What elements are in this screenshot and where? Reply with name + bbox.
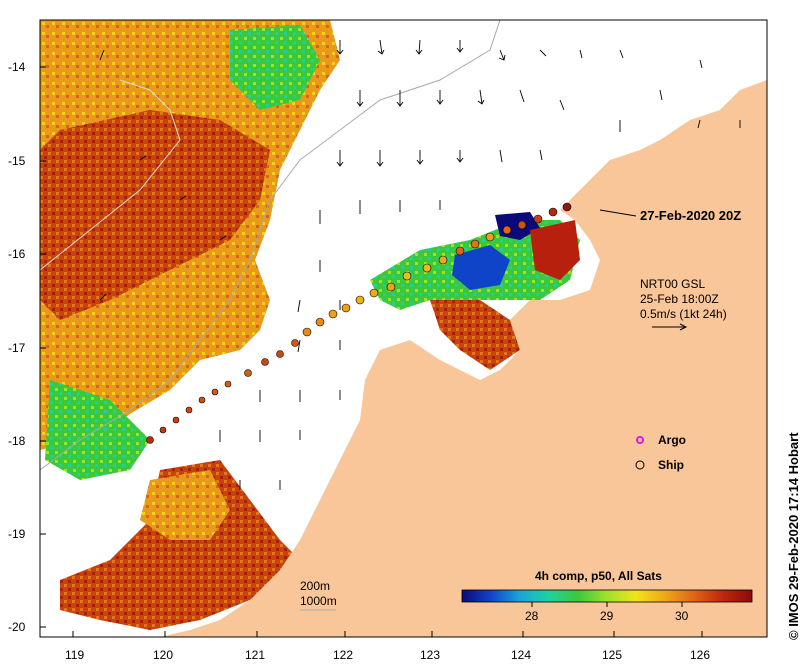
lon-tick-label: 119 bbox=[65, 648, 84, 662]
track-time-label: 27-Feb-2020 20Z bbox=[640, 208, 741, 223]
colorbar-tick: 28 bbox=[525, 609, 539, 623]
contour-200m-label: 200m bbox=[300, 579, 330, 593]
legend-ship-label: Ship bbox=[658, 458, 684, 472]
colorbar: 4h comp, p50, All Sats 28 29 30 bbox=[461, 569, 753, 623]
current-ref-time: 25-Feb 18:00Z bbox=[640, 292, 719, 306]
colorbar-tick: 30 bbox=[675, 609, 689, 623]
ship-marker-icon bbox=[635, 460, 645, 470]
colorbar-tick: 29 bbox=[600, 609, 614, 623]
lon-axis: 119 120 121 122 123 124 125 126 bbox=[65, 631, 710, 662]
current-vectors bbox=[99, 39, 741, 490]
contour-200m bbox=[40, 20, 501, 471]
sst-bay-red bbox=[530, 220, 580, 280]
legend: Argo Ship bbox=[635, 433, 686, 472]
lon-tick-label: 120 bbox=[153, 648, 173, 662]
lon-tick-label: 121 bbox=[245, 648, 265, 662]
lat-tick-label: -17 bbox=[8, 341, 26, 355]
contour-key: 200m 1000m bbox=[300, 579, 337, 611]
lat-tick-label: -18 bbox=[8, 434, 26, 448]
land-mass bbox=[160, 80, 767, 637]
lat-tick-label: -16 bbox=[8, 247, 26, 261]
lat-axis: -14 -15 -16 -17 -18 -19 -20 bbox=[8, 60, 46, 634]
sst-south-orange bbox=[140, 470, 230, 540]
track-label-leader bbox=[599, 209, 637, 217]
lon-tick-label: 123 bbox=[420, 648, 440, 662]
colorbar-title: 4h comp, p50, All Sats bbox=[535, 569, 662, 583]
lat-tick-label: -14 bbox=[8, 60, 26, 74]
lon-tick-label: 124 bbox=[511, 648, 531, 662]
lon-tick-label: 126 bbox=[690, 648, 710, 662]
lon-tick-label: 125 bbox=[602, 648, 622, 662]
contour-1000m bbox=[40, 79, 181, 271]
legend-argo-label: Argo bbox=[658, 433, 686, 447]
colorbar-gradient bbox=[461, 589, 753, 603]
sst-green-patch-a bbox=[230, 25, 320, 110]
current-ref-scale: 0.5m/s (1kt 24h) bbox=[640, 307, 727, 321]
argo-marker-icon bbox=[636, 436, 644, 444]
lat-tick-label: -19 bbox=[8, 527, 26, 541]
sst-south-swath bbox=[60, 460, 300, 630]
contour-1000m-label: 1000m bbox=[300, 594, 337, 608]
current-reference: NRT00 GSL 25-Feb 18:00Z 0.5m/s (1kt 24h) bbox=[640, 277, 727, 331]
lat-tick-label: -15 bbox=[8, 154, 26, 168]
sst-kimberley-warm bbox=[430, 300, 520, 370]
plot-frame bbox=[39, 19, 768, 638]
credit-label: © IMOS 29-Feb-2020 17:14 Hobart bbox=[786, 432, 801, 640]
ship-track bbox=[146, 202, 572, 444]
sst-warm-core bbox=[40, 110, 270, 320]
lon-tick-label: 122 bbox=[333, 648, 353, 662]
current-ref-model: NRT00 GSL bbox=[640, 277, 705, 291]
sst-kimberley-cold bbox=[452, 245, 510, 290]
lat-tick-label: -20 bbox=[8, 620, 26, 634]
